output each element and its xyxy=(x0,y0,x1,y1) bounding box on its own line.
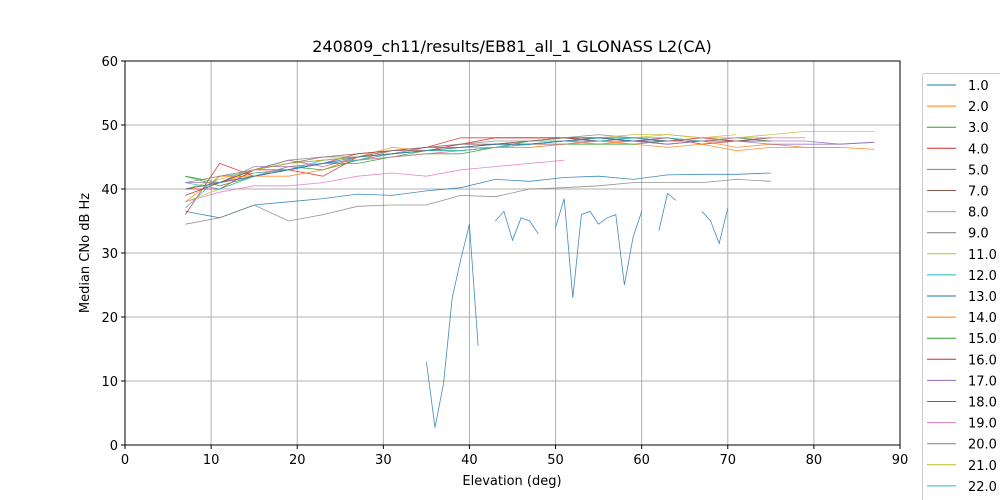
legend-label: 14.0 xyxy=(968,311,997,326)
legend: 1.0 2.0 3.0 4.0 5.0 7.0 8.0 9.0 11.0 12.0 13.0 14.0… xyxy=(922,73,1000,500)
series-line-16.0 xyxy=(185,137,771,190)
y-tick-label: 10 xyxy=(101,375,118,390)
x-tick-label: 60 xyxy=(633,453,650,468)
x-axis-label: Elevation (deg) xyxy=(462,474,561,489)
series-line-9.0 xyxy=(185,178,771,225)
legend-label: 4.0 xyxy=(968,142,989,157)
legend-label: 11.0 xyxy=(968,248,997,263)
series-line-12.0 xyxy=(185,137,737,209)
y-axis-label: Median CNo dB Hz xyxy=(78,193,93,313)
legend-label: 8.0 xyxy=(968,206,989,221)
legend-label: 15.0 xyxy=(968,332,997,347)
legend-label: 7.0 xyxy=(968,185,989,200)
legend-label: 1.0 xyxy=(968,79,989,94)
legend-label: 2.0 xyxy=(968,100,989,115)
x-tick-label: 70 xyxy=(720,453,737,468)
legend-label: 9.0 xyxy=(968,227,989,242)
x-tick-label: 10 xyxy=(203,453,220,468)
y-tick-label: 20 xyxy=(101,311,118,326)
series-line-23.0 xyxy=(185,137,668,190)
y-tick-label: 0 xyxy=(110,439,118,454)
legend-label: 19.0 xyxy=(968,417,997,432)
series-line-5.0 xyxy=(185,140,875,190)
legend-label: 12.0 xyxy=(968,269,997,284)
series-lines xyxy=(184,131,875,428)
x-tick-label: 40 xyxy=(461,453,478,468)
legend-label: 18.0 xyxy=(968,396,997,411)
legend-label: 21.0 xyxy=(968,459,997,474)
series-line-20.0 xyxy=(185,134,771,183)
x-tick-label: 80 xyxy=(806,453,823,468)
x-tick-label: 20 xyxy=(289,453,306,468)
x-tick-label: 50 xyxy=(547,453,564,468)
x-tick-label: 0 xyxy=(121,453,129,468)
legend-label: 13.0 xyxy=(968,290,997,305)
y-tick-label: 30 xyxy=(101,247,118,262)
legend-label: 20.0 xyxy=(968,438,997,453)
legend-label: 17.0 xyxy=(968,374,997,389)
ticks: 0 10 20 30 40 50 60 70 80 90 0 10 20 30 40 50 60 xyxy=(101,55,908,468)
x-tick-label: 30 xyxy=(375,453,392,468)
chart-title: 240809_ch11/results/EB81_all_1 GLONASS L… xyxy=(312,37,712,57)
legend-box xyxy=(922,73,1000,500)
grid xyxy=(124,60,901,446)
series-line-14.0 xyxy=(185,140,875,203)
series-line-1.0 xyxy=(185,172,771,219)
legend-label: 3.0 xyxy=(968,121,989,136)
y-tick-label: 40 xyxy=(101,183,118,198)
y-tick-label: 60 xyxy=(101,55,118,70)
legend-label: 5.0 xyxy=(968,163,989,178)
legend-label: 22.0 xyxy=(968,480,997,495)
x-tick-label: 90 xyxy=(892,453,909,468)
series-line-13.0 xyxy=(426,192,729,428)
legend-label: 16.0 xyxy=(968,353,997,368)
y-tick-label: 50 xyxy=(101,119,118,134)
series-line-8.0 xyxy=(185,159,565,203)
